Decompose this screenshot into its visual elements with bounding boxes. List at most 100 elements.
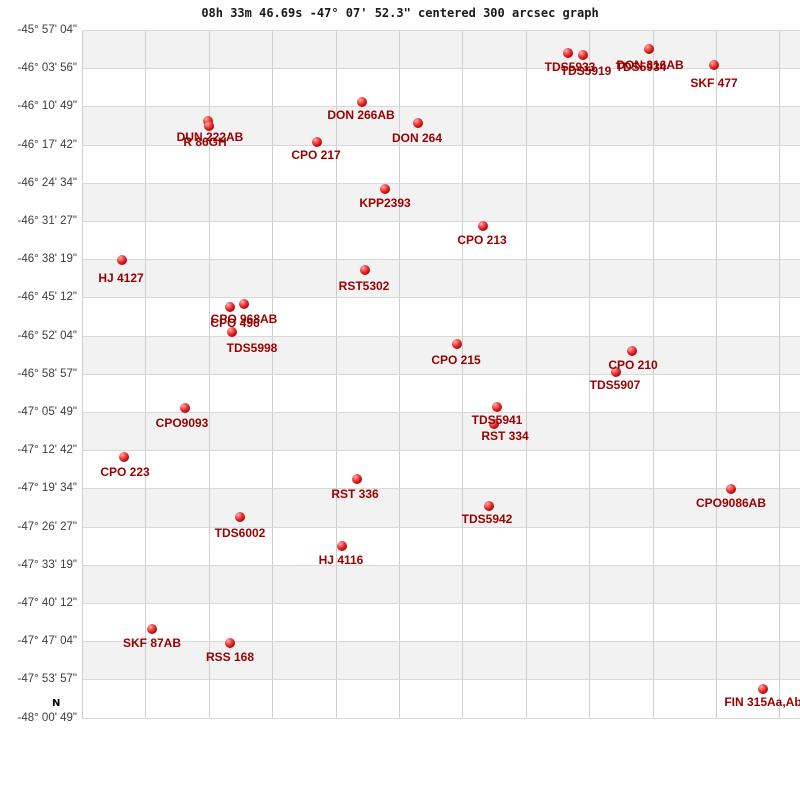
gridline-horizontal [82, 450, 800, 451]
gridline-vertical [336, 30, 337, 718]
star-dot [119, 452, 129, 462]
star-label: TDS5933 [544, 60, 596, 74]
chart-title: 08h 33m 46.69s -47° 07' 52.3" centered 3… [201, 6, 599, 20]
star-dot [563, 48, 573, 58]
gridline-vertical [209, 30, 210, 718]
compass-north-label: N [52, 698, 61, 709]
gridline-horizontal [82, 68, 800, 69]
gridline-horizontal [82, 527, 800, 528]
gridline-horizontal [82, 259, 800, 260]
gridline-horizontal [82, 374, 800, 375]
declination-band [82, 641, 800, 680]
y-axis-tick-label: -46° 45' 12" [17, 291, 77, 303]
star-dot [726, 484, 736, 494]
star-dot [312, 137, 322, 147]
gridline-vertical [526, 30, 527, 718]
y-axis-tick-label: -47° 47' 04" [17, 635, 77, 647]
star-dot [352, 474, 362, 484]
star-dot [627, 346, 637, 356]
y-axis-tick-label: -46° 58' 57" [17, 368, 77, 380]
star-dot [225, 302, 235, 312]
star-label: CPO 223 [100, 465, 150, 479]
star-label: KPP2393 [359, 196, 411, 210]
y-axis-tick-label: -47° 40' 12" [17, 597, 77, 609]
star-label: RST5302 [338, 279, 390, 293]
y-axis-tick-label: -47° 33' 19" [17, 559, 77, 571]
gridline-vertical [272, 30, 273, 718]
star-label: HJ 4127 [98, 271, 144, 285]
star-label: DON 264 [391, 131, 443, 145]
star-label: CPO 215 [431, 353, 481, 367]
star-dot [758, 684, 768, 694]
y-axis-tick-label: -46° 24' 34" [17, 177, 77, 189]
star-label: SKF 87AB [122, 636, 182, 650]
y-axis-tick-label: -48° 00' 49" [17, 712, 77, 724]
gridline-horizontal [82, 336, 800, 337]
star-label: RSS 168 [205, 650, 255, 664]
star-label: CPO 496 [210, 316, 260, 330]
star-label: TDS5907 [589, 378, 641, 392]
gridline-horizontal [82, 106, 800, 107]
declination-band [82, 412, 800, 451]
declination-band [82, 564, 800, 603]
star-dot [413, 118, 423, 128]
declination-band [82, 335, 800, 374]
star-label: CPO 213 [457, 233, 507, 247]
star-label: HJ 4116 [318, 553, 364, 567]
y-axis-tick-label: -47° 12' 42" [17, 444, 77, 456]
star-dot [204, 121, 214, 131]
star-dot [360, 265, 370, 275]
star-label: TDS6002 [214, 526, 266, 540]
y-axis-tick-label: -47° 19' 34" [17, 482, 77, 494]
star-label: CPO 968AB [210, 312, 278, 326]
y-axis-tick-label: -47° 26' 27" [17, 521, 77, 533]
star-dot [484, 501, 494, 511]
star-dot [578, 50, 588, 60]
star-label: DUN 222AB [176, 130, 244, 144]
star-dot [489, 419, 499, 429]
gridline-horizontal [82, 679, 800, 680]
star-label: R 86GH [183, 135, 227, 149]
declination-band [82, 488, 800, 527]
y-axis-tick-label: -45° 57' 04" [17, 24, 77, 36]
star-label: TDS5998 [226, 341, 278, 355]
gridline-vertical [589, 30, 590, 718]
gridline-vertical [145, 30, 146, 718]
star-dot [239, 299, 249, 309]
declination-band [82, 259, 800, 298]
y-axis-tick-label: -46° 52' 04" [17, 330, 77, 342]
star-label: CPO9093 [155, 416, 209, 430]
star-dot [452, 339, 462, 349]
star-dot [225, 638, 235, 648]
y-axis-tick-label: -47° 53' 57" [17, 673, 77, 685]
star-label: RST 336 [331, 487, 379, 501]
star-dot [644, 44, 654, 54]
star-label: DON 316AB [616, 58, 684, 72]
gridline-vertical [779, 30, 780, 718]
star-dot [227, 327, 237, 337]
star-label: TDS5919 [560, 64, 612, 78]
star-dot [709, 60, 719, 70]
gridline-horizontal [82, 183, 800, 184]
gridline-vertical [399, 30, 400, 718]
gridline-horizontal [82, 412, 800, 413]
declination-band [82, 106, 800, 145]
y-axis-tick-label: -46° 17' 42" [17, 139, 77, 151]
gridline-horizontal [82, 297, 800, 298]
gridline-vertical [82, 30, 83, 718]
declination-band [82, 182, 800, 221]
declination-band [82, 30, 800, 69]
star-dot [117, 255, 127, 265]
gridline-horizontal [82, 145, 800, 146]
star-dot [147, 624, 157, 634]
star-dot [180, 403, 190, 413]
star-dot [235, 512, 245, 522]
star-label: CPO 217 [291, 148, 341, 162]
star-dot [611, 367, 621, 377]
star-label: TDS5941 [471, 413, 523, 427]
y-axis-tick-label: -46° 10' 49" [17, 100, 77, 112]
star-dot [337, 541, 347, 551]
y-axis-tick-label: -46° 31' 27" [17, 215, 77, 227]
star-dot [357, 97, 367, 107]
